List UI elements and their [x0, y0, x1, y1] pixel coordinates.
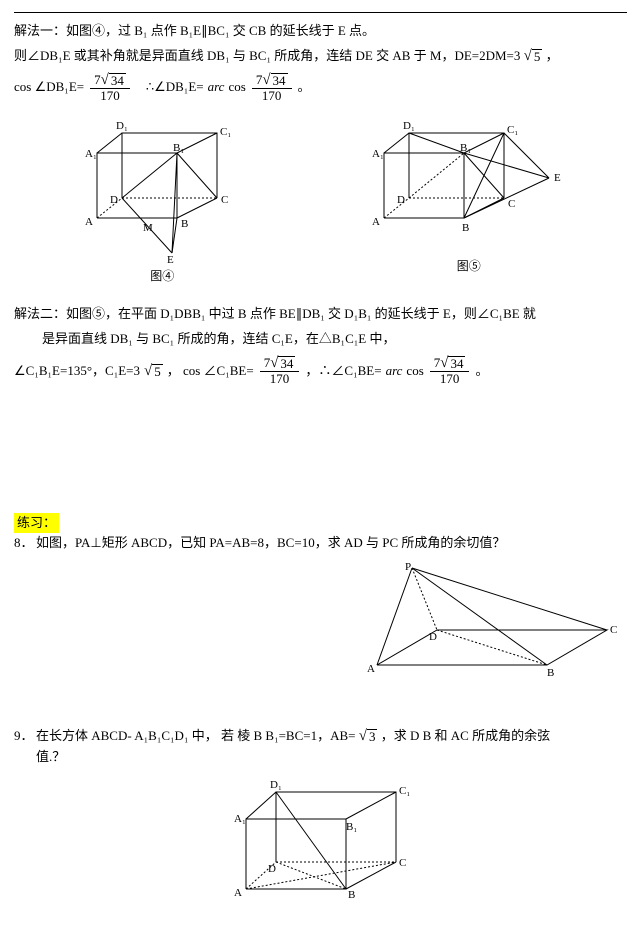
figure4-svg: A₁ B₁ C₁ D₁ A B C D M E: [67, 113, 257, 263]
method1-line2: 则∠DB₁E 或其补角就是异面直线 DB₁ 与 BC₁ 所成角，连结 DE 交 …: [14, 46, 627, 67]
m1-pre1: cos ∠DB₁E=: [14, 77, 84, 98]
ex8-text: 如图，PA⊥矩形 ABCD，已知 PA=AB=8，BC=10，求 AD 与 PC…: [36, 533, 627, 554]
ex9-diagram-wrap: A₁ B₁ C₁ D₁ A B C D: [14, 774, 627, 904]
svg-text:A: A: [85, 216, 93, 228]
svg-text:C₁: C₁: [399, 785, 410, 797]
m1-f2-den: 170: [258, 89, 286, 103]
ex9-text-c: 值.？: [36, 749, 65, 764]
svg-text:C₁: C₁: [220, 126, 231, 138]
svg-text:C: C: [221, 194, 228, 206]
m2-sqrt5: √5: [144, 364, 163, 379]
m2-pre1: ∠C₁B₁E=135°，C₁E=3: [14, 361, 140, 382]
svg-text:C₁: C₁: [507, 124, 518, 136]
svg-text:D: D: [110, 194, 118, 206]
m1-f2-sqrt: √34: [262, 73, 287, 88]
practice-heading: 练习：: [14, 513, 59, 534]
svg-text:C: C: [399, 857, 406, 869]
svg-text:A: A: [234, 887, 242, 899]
method1-line2-a: 则∠DB₁E 或其补角就是异面直线 DB₁ 与 BC₁ 所成角，连结 DE 交 …: [14, 48, 520, 63]
svg-text:B: B: [181, 218, 188, 230]
ex8-num: 8．: [14, 533, 36, 554]
svg-text:A₁: A₁: [234, 813, 246, 825]
ex9-sqrt3: √3: [359, 729, 378, 744]
m2-f1-sqrt: √34: [270, 356, 295, 371]
svg-text:D: D: [429, 631, 437, 643]
m2-frac1: 7 √34 170: [260, 356, 300, 387]
figure5-label: 图⑤: [457, 257, 481, 276]
m1-f1-den: 170: [96, 89, 124, 103]
figure5-block: A₁ B₁ C₁ D₁ A B C D E 图⑤: [364, 113, 574, 286]
m1-mid: ∴∠DB₁E=: [146, 77, 204, 98]
figure4-block: A₁ B₁ C₁ D₁ A B C D M E 图④: [67, 113, 257, 286]
method2-line1: 解法二：如图⑤，在平面 D₁DBB₁ 中过 B 点作 BE∥DB₁ 交 D₁B₁…: [14, 304, 627, 325]
ex9-text-b: ，求 D B 和 AC 所成角的余弦: [381, 728, 550, 743]
top-rule: [14, 12, 627, 13]
svg-text:E: E: [167, 254, 174, 263]
m2-mid1: ， cos ∠C₁BE=: [167, 361, 254, 382]
svg-text:A: A: [367, 663, 375, 675]
m2-tail: 。: [475, 361, 488, 382]
svg-text:D₁: D₁: [403, 120, 415, 132]
m2-f1-den: 170: [266, 372, 294, 386]
ex9-diagram: A₁ B₁ C₁ D₁ A B C D: [226, 774, 416, 904]
svg-text:M: M: [143, 222, 153, 234]
method1-sqrt5: √5: [524, 49, 543, 64]
method2-formula: ∠C₁B₁E=135°，C₁E=3 √5 ， cos ∠C₁BE= 7 √34 …: [14, 356, 627, 387]
method2-line2: 是异面直线 DB₁ 与 BC₁ 所成的角，连结 C₁E，在△B₁C₁E 中，: [14, 329, 627, 350]
m1-frac2: 7 √34 170: [252, 73, 292, 104]
exercise-9: 9． 在长方体 ABCD- A₁B₁C₁D₁ 中， 若 棱 B B₁=BC=1，…: [14, 726, 627, 768]
svg-text:B: B: [348, 889, 355, 901]
svg-text:E: E: [554, 172, 561, 184]
svg-text:C: C: [508, 198, 515, 210]
svg-text:C: C: [610, 624, 617, 636]
svg-text:P: P: [405, 561, 411, 573]
figure-row: A₁ B₁ C₁ D₁ A B C D M E 图④: [14, 113, 627, 286]
svg-text:B: B: [547, 667, 554, 679]
m1-arc: arc: [208, 77, 225, 98]
svg-text:D₁: D₁: [116, 120, 128, 132]
ex8-diagram-wrap: A B C D P: [14, 560, 627, 680]
m2-mid2: ，∴∠C₁BE=: [305, 361, 381, 382]
m1-f1-sqrt: √34: [101, 73, 126, 88]
spacer-1: [14, 393, 627, 513]
svg-text:B: B: [462, 222, 469, 234]
ex9-text-a: 在长方体 ABCD- A₁B₁C₁D₁ 中， 若 棱 B B₁=BC=1，AB=: [36, 728, 356, 743]
m1-tail: 。: [298, 77, 311, 98]
method1-formula: cos ∠DB₁E= 7 √34 170 ∴∠DB₁E= arc cos 7 √…: [14, 73, 627, 104]
ex9-num: 9．: [14, 726, 36, 747]
method1-line2-tail: ，: [546, 48, 559, 63]
figure5-svg: A₁ B₁ C₁ D₁ A B C D E: [364, 113, 574, 253]
m1-cos: cos: [228, 77, 245, 98]
ex8-diagram: A B C D P: [357, 560, 617, 680]
svg-text:D: D: [397, 194, 405, 206]
method1-line1: 解法一：如图④，过 B₁ 点作 B₁E∥BC₁ 交 CB 的延长线于 E 点。: [14, 21, 627, 42]
m2-cos: cos: [406, 361, 423, 382]
m2-frac2: 7 √34 170: [430, 356, 470, 387]
svg-text:B₁: B₁: [173, 142, 184, 154]
svg-text:A₁: A₁: [85, 148, 97, 160]
figure4-label: 图④: [150, 267, 174, 286]
svg-text:D: D: [268, 863, 276, 875]
svg-text:B₁: B₁: [460, 142, 471, 154]
m2-f2-sqrt: √34: [440, 356, 465, 371]
svg-text:D₁: D₁: [270, 779, 282, 791]
svg-text:A₁: A₁: [372, 148, 384, 160]
m1-frac1: 7 √34 170: [90, 73, 130, 104]
m2-arc: arc: [386, 361, 403, 382]
spacer-2: [14, 686, 627, 726]
svg-text:A: A: [372, 216, 380, 228]
m2-f2-den: 170: [436, 372, 464, 386]
exercise-8: 8． 如图，PA⊥矩形 ABCD，已知 PA=AB=8，BC=10，求 AD 与…: [14, 533, 627, 554]
svg-text:B₁: B₁: [346, 821, 357, 833]
